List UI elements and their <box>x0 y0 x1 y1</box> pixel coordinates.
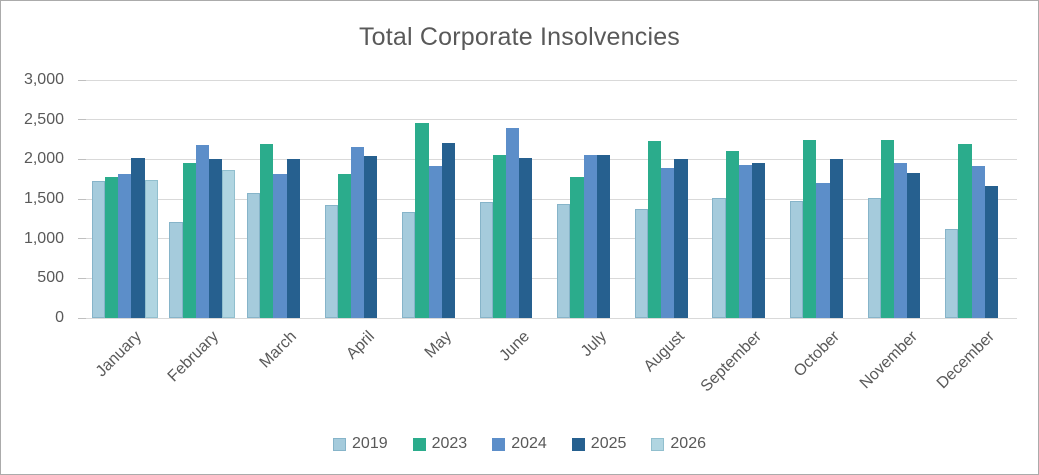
bar-november-2025 <box>907 172 921 318</box>
legend-label-2019: 2019 <box>352 435 388 452</box>
legend-swatch-2026 <box>651 437 665 451</box>
bar-february-2023 <box>182 163 196 318</box>
bar-august-2019 <box>634 209 649 318</box>
legend-item-2025: 2025 <box>571 435 627 453</box>
legend: 2019 2023 2024 2025 2026 <box>1 435 1038 453</box>
bar-february-2024 <box>195 145 209 318</box>
y-axis-label-1500: 1,500 <box>23 190 64 207</box>
bar-july-2019 <box>557 203 571 318</box>
bar-december-2024 <box>971 166 985 318</box>
bar-march-2023 <box>260 144 274 318</box>
gridline-0 <box>86 317 1017 319</box>
bar-may-2025 <box>441 142 455 318</box>
bar-august-2023 <box>648 141 662 318</box>
bar-april-2019 <box>324 205 338 318</box>
legend-label-2024: 2024 <box>511 435 547 452</box>
bar-september-2023 <box>725 151 739 318</box>
bar-april-2024 <box>350 147 365 318</box>
y-axis-label-0: 0 <box>55 309 64 326</box>
bar-february-2025 <box>208 158 223 318</box>
y-axis-tick <box>78 317 86 319</box>
plot-area: 0 500 1,000 1,500 2,000 2,500 3,000 January Febr… <box>24 71 1017 395</box>
legend-swatch-2025 <box>571 437 585 451</box>
y-axis-label-2500: 2,500 <box>23 110 64 128</box>
bar-june-2019 <box>479 202 493 318</box>
legend-label-2023: 2023 <box>431 435 468 452</box>
bar-august-2025 <box>674 158 688 318</box>
legend-label-2025: 2025 <box>590 435 627 452</box>
bar-november-2023 <box>880 139 894 318</box>
y-axis-label-1000: 1,000 <box>23 229 64 247</box>
gridline-2000 <box>86 158 1017 160</box>
chart-title: Total Corporate Insolvencies <box>358 23 681 51</box>
y-axis-tick <box>78 198 86 200</box>
y-axis-label-3000: 3,000 <box>23 71 64 88</box>
gridline-3000 <box>86 79 1017 81</box>
legend-item-2023: 2023 <box>412 435 468 453</box>
gridline-500 <box>86 277 1017 279</box>
bar-february-2019 <box>169 222 183 318</box>
legend-swatch-2023 <box>412 437 426 451</box>
legend-item-2019: 2019 <box>333 435 388 453</box>
bar-october-2024 <box>816 183 830 318</box>
bar-february-2026 <box>222 170 236 318</box>
gridline-1500 <box>86 198 1017 200</box>
bar-december-2019 <box>945 229 959 318</box>
bar-march-2025 <box>286 159 300 318</box>
bar-june-2023 <box>492 154 507 318</box>
y-axis-label-2000: 2,000 <box>23 150 64 168</box>
bar-january-2019 <box>91 180 105 318</box>
y-axis-tick <box>78 277 86 279</box>
y-axis-tick <box>78 119 86 121</box>
legend-item-2024: 2024 <box>492 435 547 453</box>
bar-november-2024 <box>894 162 908 318</box>
bar-january-2024 <box>118 173 132 318</box>
bar-january-2023 <box>104 177 119 318</box>
legend-swatch-2024 <box>492 437 506 451</box>
bar-october-2025 <box>829 159 843 318</box>
bar-september-2019 <box>712 198 726 318</box>
bar-january-2026 <box>144 179 158 318</box>
bar-may-2023 <box>415 122 429 318</box>
y-axis-tick <box>78 79 86 81</box>
bar-december-2023 <box>958 144 972 318</box>
bar-july-2024 <box>583 155 597 318</box>
bar-october-2023 <box>803 140 817 318</box>
legend-swatch-2019 <box>333 437 347 451</box>
gridline-2500 <box>86 119 1017 121</box>
bar-may-2024 <box>428 166 442 318</box>
bar-september-2025 <box>752 163 766 318</box>
bar-june-2024 <box>506 127 520 318</box>
bar-may-2019 <box>402 211 416 318</box>
gridline-1000 <box>86 238 1017 240</box>
bar-december-2025 <box>984 185 998 318</box>
bar-march-2019 <box>246 192 261 318</box>
bar-june-2025 <box>519 157 533 318</box>
bar-september-2024 <box>738 164 753 318</box>
bar-april-2023 <box>337 174 351 318</box>
bar-january-2025 <box>131 157 145 318</box>
legend-item-2026: 2026 <box>651 435 706 453</box>
y-axis-tick <box>78 158 86 160</box>
bar-july-2023 <box>570 176 584 318</box>
bar-november-2019 <box>867 198 881 318</box>
bar-august-2024 <box>661 168 675 318</box>
bar-april-2025 <box>364 156 378 318</box>
legend-label-2026: 2026 <box>670 435 706 452</box>
bar-july-2025 <box>596 155 611 318</box>
bar-october-2019 <box>790 200 804 318</box>
y-axis-tick <box>78 238 86 240</box>
y-axis-label-500: 500 <box>37 269 64 287</box>
bar-march-2024 <box>273 173 287 318</box>
